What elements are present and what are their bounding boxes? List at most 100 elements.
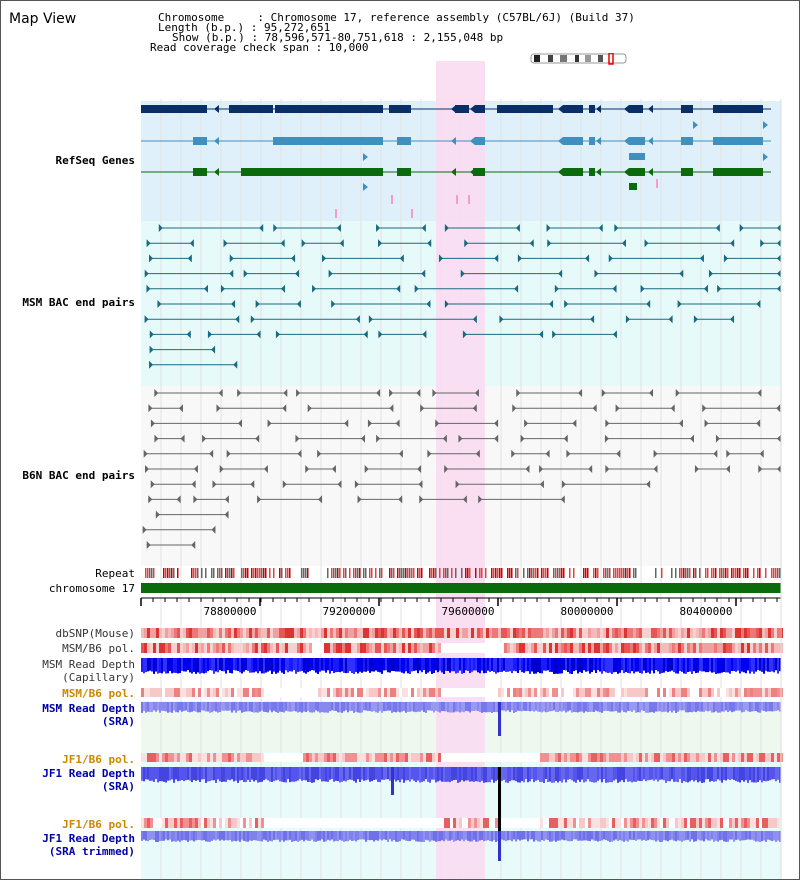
heat-cell xyxy=(183,688,186,697)
heat-cell xyxy=(237,688,240,697)
heat-cell xyxy=(393,628,396,638)
depth-bar xyxy=(381,702,383,713)
depth-bar xyxy=(491,658,493,671)
heat-cell xyxy=(294,643,297,653)
heat-cell xyxy=(255,628,258,638)
depth-bar xyxy=(187,831,189,842)
heat-cell xyxy=(186,688,189,697)
heat-cell xyxy=(735,628,738,638)
repeat-mark xyxy=(671,568,673,578)
heat-cell xyxy=(201,818,204,828)
heat-cell xyxy=(297,753,300,762)
depth-bar xyxy=(549,702,551,712)
depth-bar xyxy=(583,658,585,671)
heat-cell xyxy=(309,688,312,697)
depth-bar xyxy=(687,831,689,840)
heat-cell xyxy=(186,628,189,638)
depth-bar xyxy=(701,831,703,841)
depth-bar xyxy=(679,658,681,671)
depth-bar xyxy=(507,702,509,711)
msm-pol-sra-label[interactable]: MSM/B6 pol. xyxy=(62,687,135,700)
depth-bar xyxy=(459,658,461,671)
bac-end-mark xyxy=(561,480,566,489)
repeat-mark xyxy=(635,568,637,578)
depth-bar xyxy=(389,702,391,711)
repeat-mark xyxy=(381,568,383,578)
heat-cell xyxy=(525,818,528,828)
heat-cell xyxy=(240,628,243,638)
repeat-mark xyxy=(371,568,373,578)
msm-pol-capillary-label[interactable]: MSM/B6 pol. xyxy=(62,642,135,655)
depth-bar xyxy=(417,767,419,781)
depth-bar xyxy=(403,767,405,783)
heat-cell xyxy=(768,818,771,828)
heat-cell xyxy=(168,753,171,762)
heat-cell xyxy=(705,753,708,762)
bac-end-mark xyxy=(282,404,287,413)
depth-bar xyxy=(189,702,191,713)
depth-bar xyxy=(657,767,659,782)
depth-bar xyxy=(735,702,737,711)
depth-bar xyxy=(641,767,643,782)
depth-bar xyxy=(283,702,285,713)
repeat-mark xyxy=(419,568,421,578)
depth-bar xyxy=(329,702,331,712)
depth-bar xyxy=(643,658,645,671)
heat-cell xyxy=(651,753,654,762)
repeat-track-label[interactable]: Repeat xyxy=(95,567,135,580)
jf1-depth-label[interactable]: JF1 Read Depth xyxy=(42,767,135,780)
heat-cell xyxy=(699,688,702,697)
bac-end-mark xyxy=(363,330,368,339)
heat-cell xyxy=(348,643,351,653)
depth-bar xyxy=(571,831,573,842)
heat-cell xyxy=(513,818,516,828)
heat-cell xyxy=(264,818,267,828)
dbsnp-track-label[interactable]: dbSNP(Mouse) xyxy=(55,627,135,640)
b6n-bac-track-label[interactable]: B6N BAC end pairs xyxy=(22,469,135,482)
heat-cell xyxy=(549,753,552,762)
depth-bar xyxy=(443,767,445,782)
depth-bar xyxy=(433,767,435,780)
heat-cell xyxy=(687,688,690,697)
heat-cell xyxy=(756,643,759,653)
heat-cell xyxy=(378,753,381,762)
depth-bar xyxy=(545,767,547,780)
depth-bar xyxy=(159,767,161,782)
heat-cell xyxy=(516,628,519,638)
jf1-pol-2-label[interactable]: JF1/B6 pol. xyxy=(62,818,135,831)
heat-cell xyxy=(600,643,603,653)
bac-end-mark xyxy=(259,224,264,232)
depth-bar xyxy=(263,767,265,781)
heat-cell xyxy=(645,818,648,828)
depth-bar xyxy=(505,658,507,672)
depth-bar xyxy=(513,658,515,671)
depth-bar xyxy=(567,767,569,780)
heat-cell xyxy=(627,688,630,697)
msm-depth-capillary-sub: (Capillary) xyxy=(62,671,135,684)
depth-bar xyxy=(575,831,577,840)
heat-cell xyxy=(588,643,591,653)
bac-end-mark xyxy=(420,404,425,413)
refseq-track-label[interactable]: RefSeq Genes xyxy=(55,154,135,167)
depth-bar xyxy=(643,767,645,780)
msm-depth-sra-label[interactable]: MSM Read Depth xyxy=(42,702,135,715)
heat-cell xyxy=(738,643,741,653)
depth-bar xyxy=(343,702,345,712)
chromosome-ideogram[interactable] xyxy=(530,53,630,65)
heat-cell xyxy=(675,688,678,697)
repeat-mark xyxy=(759,568,761,578)
bac-end-mark xyxy=(421,269,426,278)
heat-cell xyxy=(579,753,582,762)
heat-cell xyxy=(726,818,729,828)
depth-bar xyxy=(211,767,213,781)
msm-depth-capillary-label[interactable]: MSM Read Depth xyxy=(42,658,135,671)
depth-bar xyxy=(597,702,599,712)
jf1-depth-trimmed-label[interactable]: JF1 Read Depth xyxy=(42,832,135,845)
bac-end-mark xyxy=(516,389,521,397)
heat-cell xyxy=(198,753,201,762)
heat-cell xyxy=(612,688,615,697)
heat-cell xyxy=(273,818,276,828)
msm-bac-track-label[interactable]: MSM BAC end pairs xyxy=(22,296,135,309)
jf1-pol-label[interactable]: JF1/B6 pol. xyxy=(62,753,135,766)
bac-end-mark xyxy=(297,449,302,458)
